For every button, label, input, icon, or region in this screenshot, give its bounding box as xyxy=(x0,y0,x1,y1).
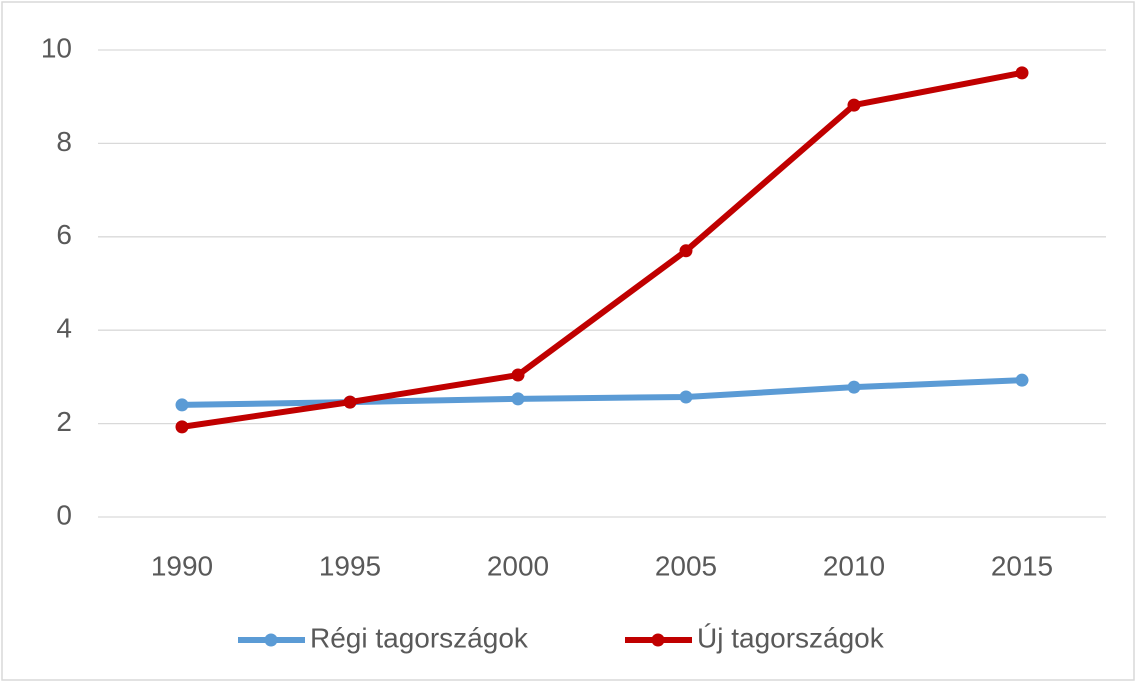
data-point xyxy=(175,398,189,412)
y-tick-label: 0 xyxy=(56,499,72,530)
legend-label: Új tagországok xyxy=(697,622,885,653)
data-point xyxy=(511,392,525,406)
series-line xyxy=(179,377,1025,408)
x-tick-label: 1995 xyxy=(319,550,381,581)
data-point xyxy=(1015,66,1029,80)
y-tick-label: 10 xyxy=(41,32,72,63)
legend-label: Régi tagországok xyxy=(310,622,529,653)
y-tick-label: 2 xyxy=(56,406,72,437)
y-tick-label: 4 xyxy=(56,313,72,344)
x-tick-label: 2005 xyxy=(655,550,717,581)
data-point xyxy=(679,390,693,404)
series-line xyxy=(179,69,1025,430)
x-tick-label: 2010 xyxy=(823,550,885,581)
legend-marker xyxy=(264,633,278,647)
x-tick-label: 1990 xyxy=(151,550,213,581)
x-tick-label: 2015 xyxy=(991,550,1053,581)
legend-marker xyxy=(651,633,665,647)
data-point xyxy=(679,244,693,258)
data-point xyxy=(847,98,861,112)
y-tick-label: 6 xyxy=(56,219,72,250)
data-point xyxy=(175,420,189,434)
x-tick-label: 2000 xyxy=(487,550,549,581)
data-point xyxy=(847,380,861,394)
y-tick-label: 8 xyxy=(56,126,72,157)
data-point xyxy=(511,368,525,382)
data-point xyxy=(343,395,357,409)
data-point xyxy=(1015,373,1029,387)
